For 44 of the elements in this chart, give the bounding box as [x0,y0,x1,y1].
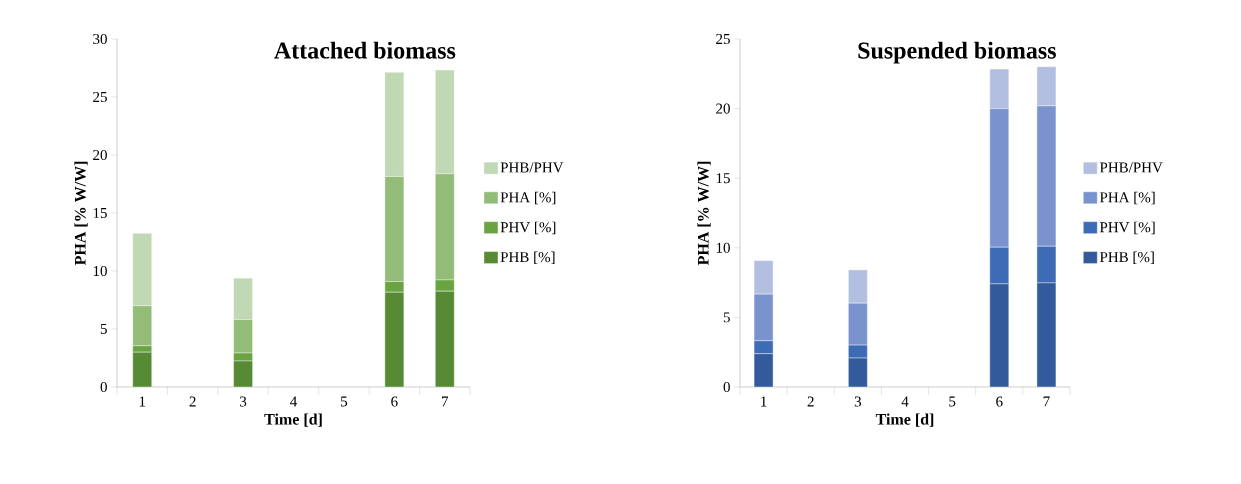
y-tick-label: 15 [716,173,730,184]
bar [989,283,1009,387]
legend-label: PHB [%] [1099,251,1154,265]
legend-label: PHA [%] [1099,191,1155,205]
y-tick-label: 15 [93,207,107,219]
x-tick-label: 3 [854,396,862,407]
legend-label: PHV [%] [1099,221,1155,235]
x-axis-title: Time [d] [875,413,934,427]
x-tick-label: 2 [189,396,196,407]
x-tick-label: 1 [761,396,767,407]
y-tick-label: 0 [723,381,730,393]
y-tick-label: 20 [716,103,730,114]
chart-title: Suspended biomass [858,41,1056,64]
x-tick-label: 1 [139,396,146,407]
y-tick-label: 0 [100,381,107,393]
legend-label: PHB/PHV [500,162,564,173]
chart-title: Attached biomass [274,41,456,59]
x-tick-label: 6 [996,396,1003,407]
y-tick-label: 5 [723,312,730,323]
x-tick-label: 4 [901,396,909,407]
legend-label: PHA [%] [500,191,556,205]
y-tick-label: 10 [93,265,107,277]
bar [132,351,152,387]
y-axis-title: PHA [% W/W] [74,161,88,266]
x-tick-label: 5 [949,396,956,407]
x-tick-label: 5 [341,396,348,407]
legend-label: PHB [%] [500,251,555,265]
y-tick-label: 25 [716,33,730,45]
x-axis-title: Time [d] [264,413,322,427]
y-tick-label: 5 [100,324,107,334]
y-tick-label: 20 [93,149,107,161]
y-tick-label: 10 [716,242,730,253]
x-tick-label: 3 [240,396,247,407]
y-axis-title: PHA [% W/W] [697,161,711,266]
y-tick-label: 30 [93,33,107,45]
bar [435,290,455,387]
x-tick-label: 7 [442,396,449,407]
legend-label: PHB/PHV [1099,162,1163,173]
legend-label: PHV [%] [500,221,556,235]
x-tick-label: 7 [1043,396,1050,407]
x-tick-label: 2 [807,396,814,407]
y-tick-label: 25 [93,91,107,103]
x-tick-label: 6 [391,396,398,407]
x-tick-label: 4 [290,396,298,407]
